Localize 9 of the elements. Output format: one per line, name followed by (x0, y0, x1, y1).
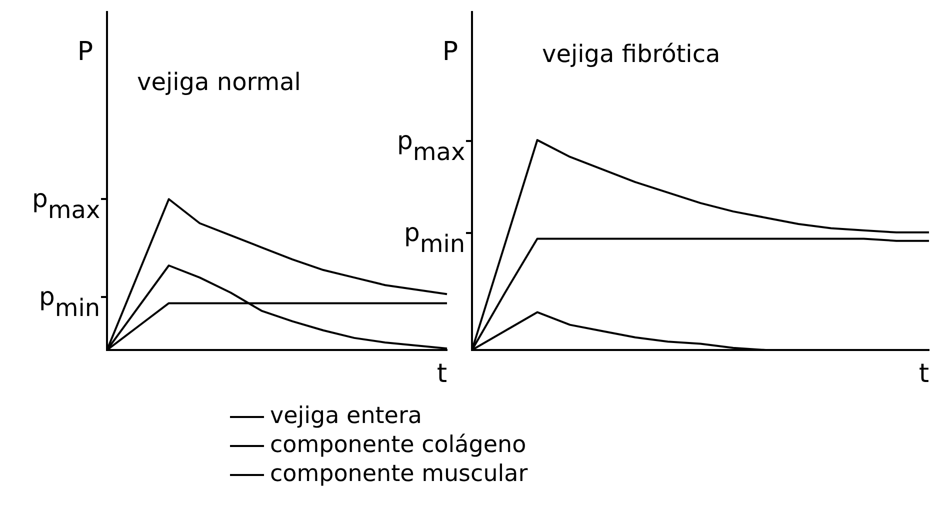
y-axis-title: P (77, 36, 93, 67)
chart-title: vejiga fibrótica (542, 40, 720, 68)
x-axis-title: t (918, 358, 930, 389)
legend-label: componente muscular (270, 460, 528, 489)
legend-label: vejiga entera (270, 402, 422, 431)
x-axis-title: t (436, 358, 448, 389)
legend-label: componente colágeno (270, 431, 526, 460)
y-axis-title: P (442, 36, 458, 67)
chart-title: vejiga normal (137, 68, 301, 96)
